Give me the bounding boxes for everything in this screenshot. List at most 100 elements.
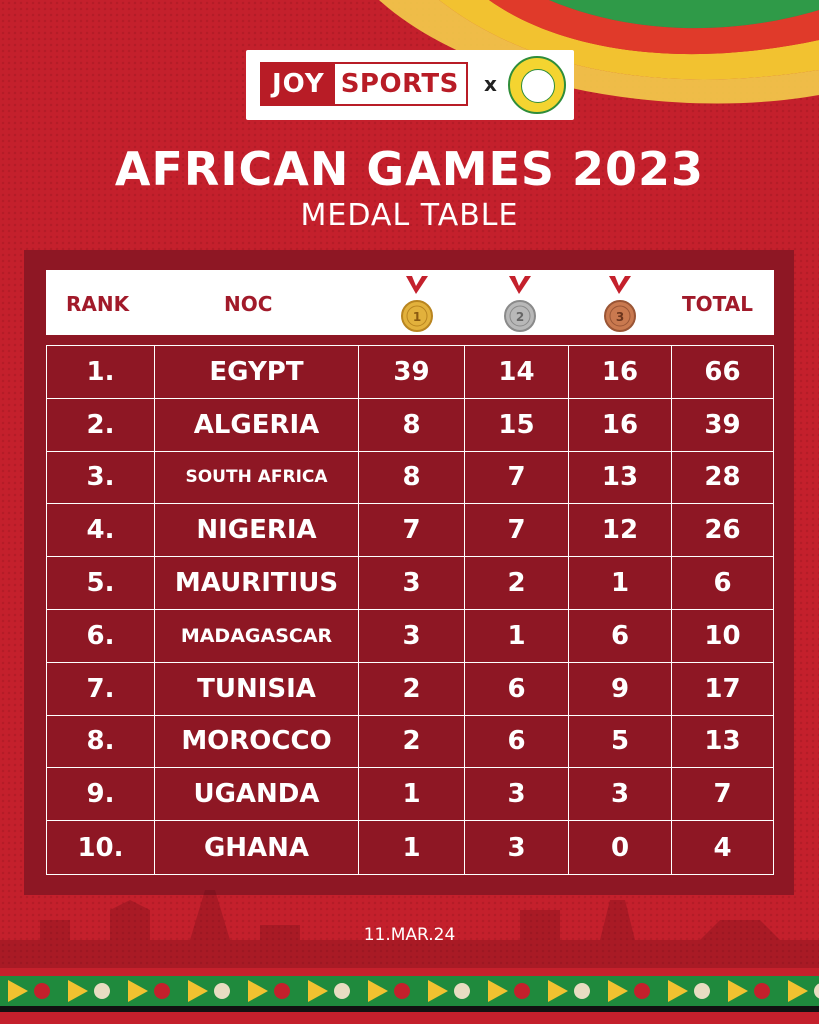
gold-cell: 1 — [359, 768, 465, 821]
total-cell: 10 — [704, 620, 741, 651]
gold-cell: 3 — [359, 557, 465, 609]
bronze-cell: 9 — [569, 662, 672, 715]
seal-center — [521, 69, 555, 103]
kente-triangle — [488, 980, 508, 1002]
total-cell: 7 — [713, 779, 732, 810]
kente-dot — [814, 983, 819, 999]
joy-sports-logo: JOY SPORTS — [260, 62, 468, 106]
noc-cell: SOUTH AFRICA — [155, 451, 359, 504]
gold-cell: 8 — [359, 451, 465, 504]
silver-cell: 14 — [465, 346, 569, 398]
rank-cell: 5. — [47, 557, 155, 609]
rank-cell: 4. — [47, 504, 155, 557]
accra-skyline-silhouette — [0, 890, 819, 970]
kente-dot — [154, 983, 170, 999]
gold-cell: 3 — [359, 610, 465, 662]
kente-triangle — [248, 980, 268, 1002]
silver-cell: 6 — [465, 662, 569, 715]
kente-triangle — [428, 980, 448, 1002]
noc-cell: ALGERIA — [155, 398, 359, 451]
kente-dot — [454, 983, 470, 999]
table-row: 1. EGYPT 39 14 16 66 — [47, 346, 773, 399]
kente-triangle — [368, 980, 388, 1002]
gold-cell: 7 — [359, 504, 465, 557]
gold-cell: 8 — [359, 398, 465, 451]
gold-cell: 39 — [359, 346, 465, 398]
total-cell: 13 — [704, 726, 741, 757]
noc-cell: MADAGASCAR — [155, 610, 359, 662]
gold-medal-number: 1 — [413, 310, 421, 324]
silver-medal-icon: 2 — [504, 276, 536, 332]
kente-dot — [574, 983, 590, 999]
noc-cell: UGANDA — [155, 768, 359, 821]
bronze-cell: 6 — [569, 610, 672, 662]
noc-cell: NIGERIA — [155, 504, 359, 557]
bronze-cell: 16 — [569, 398, 672, 451]
kente-pattern-border — [0, 968, 819, 1024]
page-title: AFRICAN GAMES 2023 — [114, 142, 705, 196]
sponsor-logo-box: JOY SPORTS x — [246, 50, 574, 120]
table-row: 2. ALGERIA 8 15 16 39 — [47, 398, 773, 452]
silver-cell: 1 — [465, 610, 569, 662]
silver-cell: 6 — [465, 715, 569, 768]
bronze-cell: 12 — [569, 504, 672, 557]
silver-cell: 3 — [465, 768, 569, 821]
noc-cell: MOROCCO — [155, 715, 359, 768]
bronze-cell: 3 — [569, 768, 672, 821]
kente-triangle — [308, 980, 328, 1002]
rank-cell: 7. — [47, 662, 155, 715]
medal-table: 1. EGYPT 39 14 16 66 2. ALGERIA 8 15 16 39 3. SOUTH A… — [46, 345, 774, 875]
total-cell: 4 — [713, 832, 732, 863]
total-header: TOTAL — [682, 292, 753, 316]
kente-dot — [334, 983, 350, 999]
total-cell: 66 — [704, 356, 741, 387]
table-row: 10. GHANA 1 3 0 4 — [47, 821, 773, 874]
noc-cell: EGYPT — [155, 346, 359, 398]
kente-triangle — [548, 980, 568, 1002]
bronze-medal-icon: 3 — [604, 276, 636, 332]
kente-triangle — [188, 980, 208, 1002]
noc-header: NOC — [224, 292, 273, 316]
bronze-cell: 0 — [569, 821, 672, 874]
kente-dot — [634, 983, 650, 999]
silver-cell: 2 — [465, 557, 569, 609]
noc-cell: GHANA — [155, 821, 359, 874]
noc-cell: TUNISIA — [155, 662, 359, 715]
kente-dot — [214, 983, 230, 999]
table-row: 6. MADAGASCAR 3 1 6 10 — [47, 610, 773, 663]
total-cell: 39 — [704, 409, 741, 440]
kente-dot — [394, 983, 410, 999]
kente-triangle — [788, 980, 808, 1002]
table-row: 8. MOROCCO 2 6 5 13 — [47, 715, 773, 769]
table-row: 7. TUNISIA 2 6 9 17 — [47, 662, 773, 716]
kente-triangle — [668, 980, 688, 1002]
kente-triangle — [8, 980, 28, 1002]
kente-dot — [274, 983, 290, 999]
kente-triangle — [68, 980, 88, 1002]
table-row: 4. NIGERIA 7 7 12 26 — [47, 504, 773, 558]
page-subtitle: MEDAL TABLE — [300, 198, 519, 233]
rank-cell: 1. — [47, 346, 155, 398]
kente-dot — [694, 983, 710, 999]
silver-cell: 15 — [465, 398, 569, 451]
bronze-cell: 5 — [569, 715, 672, 768]
total-cell: 28 — [704, 462, 741, 493]
kente-dot — [754, 983, 770, 999]
silver-cell: 7 — [465, 504, 569, 557]
sports-logo-text: SPORTS — [340, 69, 459, 99]
table-row: 9. UGANDA 1 3 3 7 — [47, 768, 773, 822]
kente-triangle — [608, 980, 628, 1002]
rank-cell: 6. — [47, 610, 155, 662]
noc-cell: MAURITIUS — [155, 557, 359, 609]
gold-cell: 2 — [359, 715, 465, 768]
table-row: 3. SOUTH AFRICA 8 7 13 28 — [47, 451, 773, 505]
total-cell: 26 — [704, 515, 741, 546]
rank-cell: 3. — [47, 451, 155, 504]
bronze-medal-number: 3 — [616, 310, 624, 324]
african-games-seal-icon — [508, 56, 566, 114]
kente-triangle — [728, 980, 748, 1002]
rank-header: RANK — [66, 292, 130, 316]
date-label: 11.MAR.24 — [363, 925, 456, 945]
table-header: RANK NOC 1 2 3 TOTAL — [46, 270, 774, 335]
joy-logo-text: JOY — [262, 64, 335, 104]
